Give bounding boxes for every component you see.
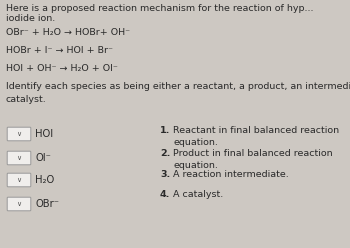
Text: H₂O: H₂O <box>35 175 54 185</box>
Text: ∨: ∨ <box>16 177 22 183</box>
Text: 4.: 4. <box>160 190 170 199</box>
Text: 3.: 3. <box>160 170 170 179</box>
Text: ∨: ∨ <box>16 131 22 137</box>
FancyBboxPatch shape <box>7 127 31 141</box>
Text: iodide ion.: iodide ion. <box>6 14 55 23</box>
FancyBboxPatch shape <box>7 151 31 165</box>
Text: Product in final balanced reaction
equation.: Product in final balanced reaction equat… <box>173 149 332 170</box>
Text: OBr⁻: OBr⁻ <box>35 199 59 209</box>
Text: OBr⁻ + H₂O → HOBr+ OH⁻: OBr⁻ + H₂O → HOBr+ OH⁻ <box>6 28 130 37</box>
FancyBboxPatch shape <box>7 197 31 211</box>
Text: OI⁻: OI⁻ <box>35 153 51 163</box>
FancyBboxPatch shape <box>7 173 31 187</box>
Text: HOI + OH⁻ → H₂O + OI⁻: HOI + OH⁻ → H₂O + OI⁻ <box>6 64 118 73</box>
Text: HOBr + I⁻ → HOI + Br⁻: HOBr + I⁻ → HOI + Br⁻ <box>6 46 113 55</box>
Text: Identify each species as being either a reactant, a product, an intermediate, or: Identify each species as being either a … <box>6 82 350 103</box>
Text: A reaction intermediate.: A reaction intermediate. <box>173 170 289 179</box>
Text: Reactant in final balanced reaction
equation.: Reactant in final balanced reaction equa… <box>173 126 339 147</box>
Text: A catalyst.: A catalyst. <box>173 190 223 199</box>
Text: Here is a proposed reaction mechanism for the reaction of hyp...: Here is a proposed reaction mechanism fo… <box>6 4 314 13</box>
Text: 2.: 2. <box>160 149 170 158</box>
Text: HOI: HOI <box>35 129 53 139</box>
Text: 1.: 1. <box>160 126 170 135</box>
Text: ∨: ∨ <box>16 155 22 161</box>
Text: ∨: ∨ <box>16 201 22 207</box>
